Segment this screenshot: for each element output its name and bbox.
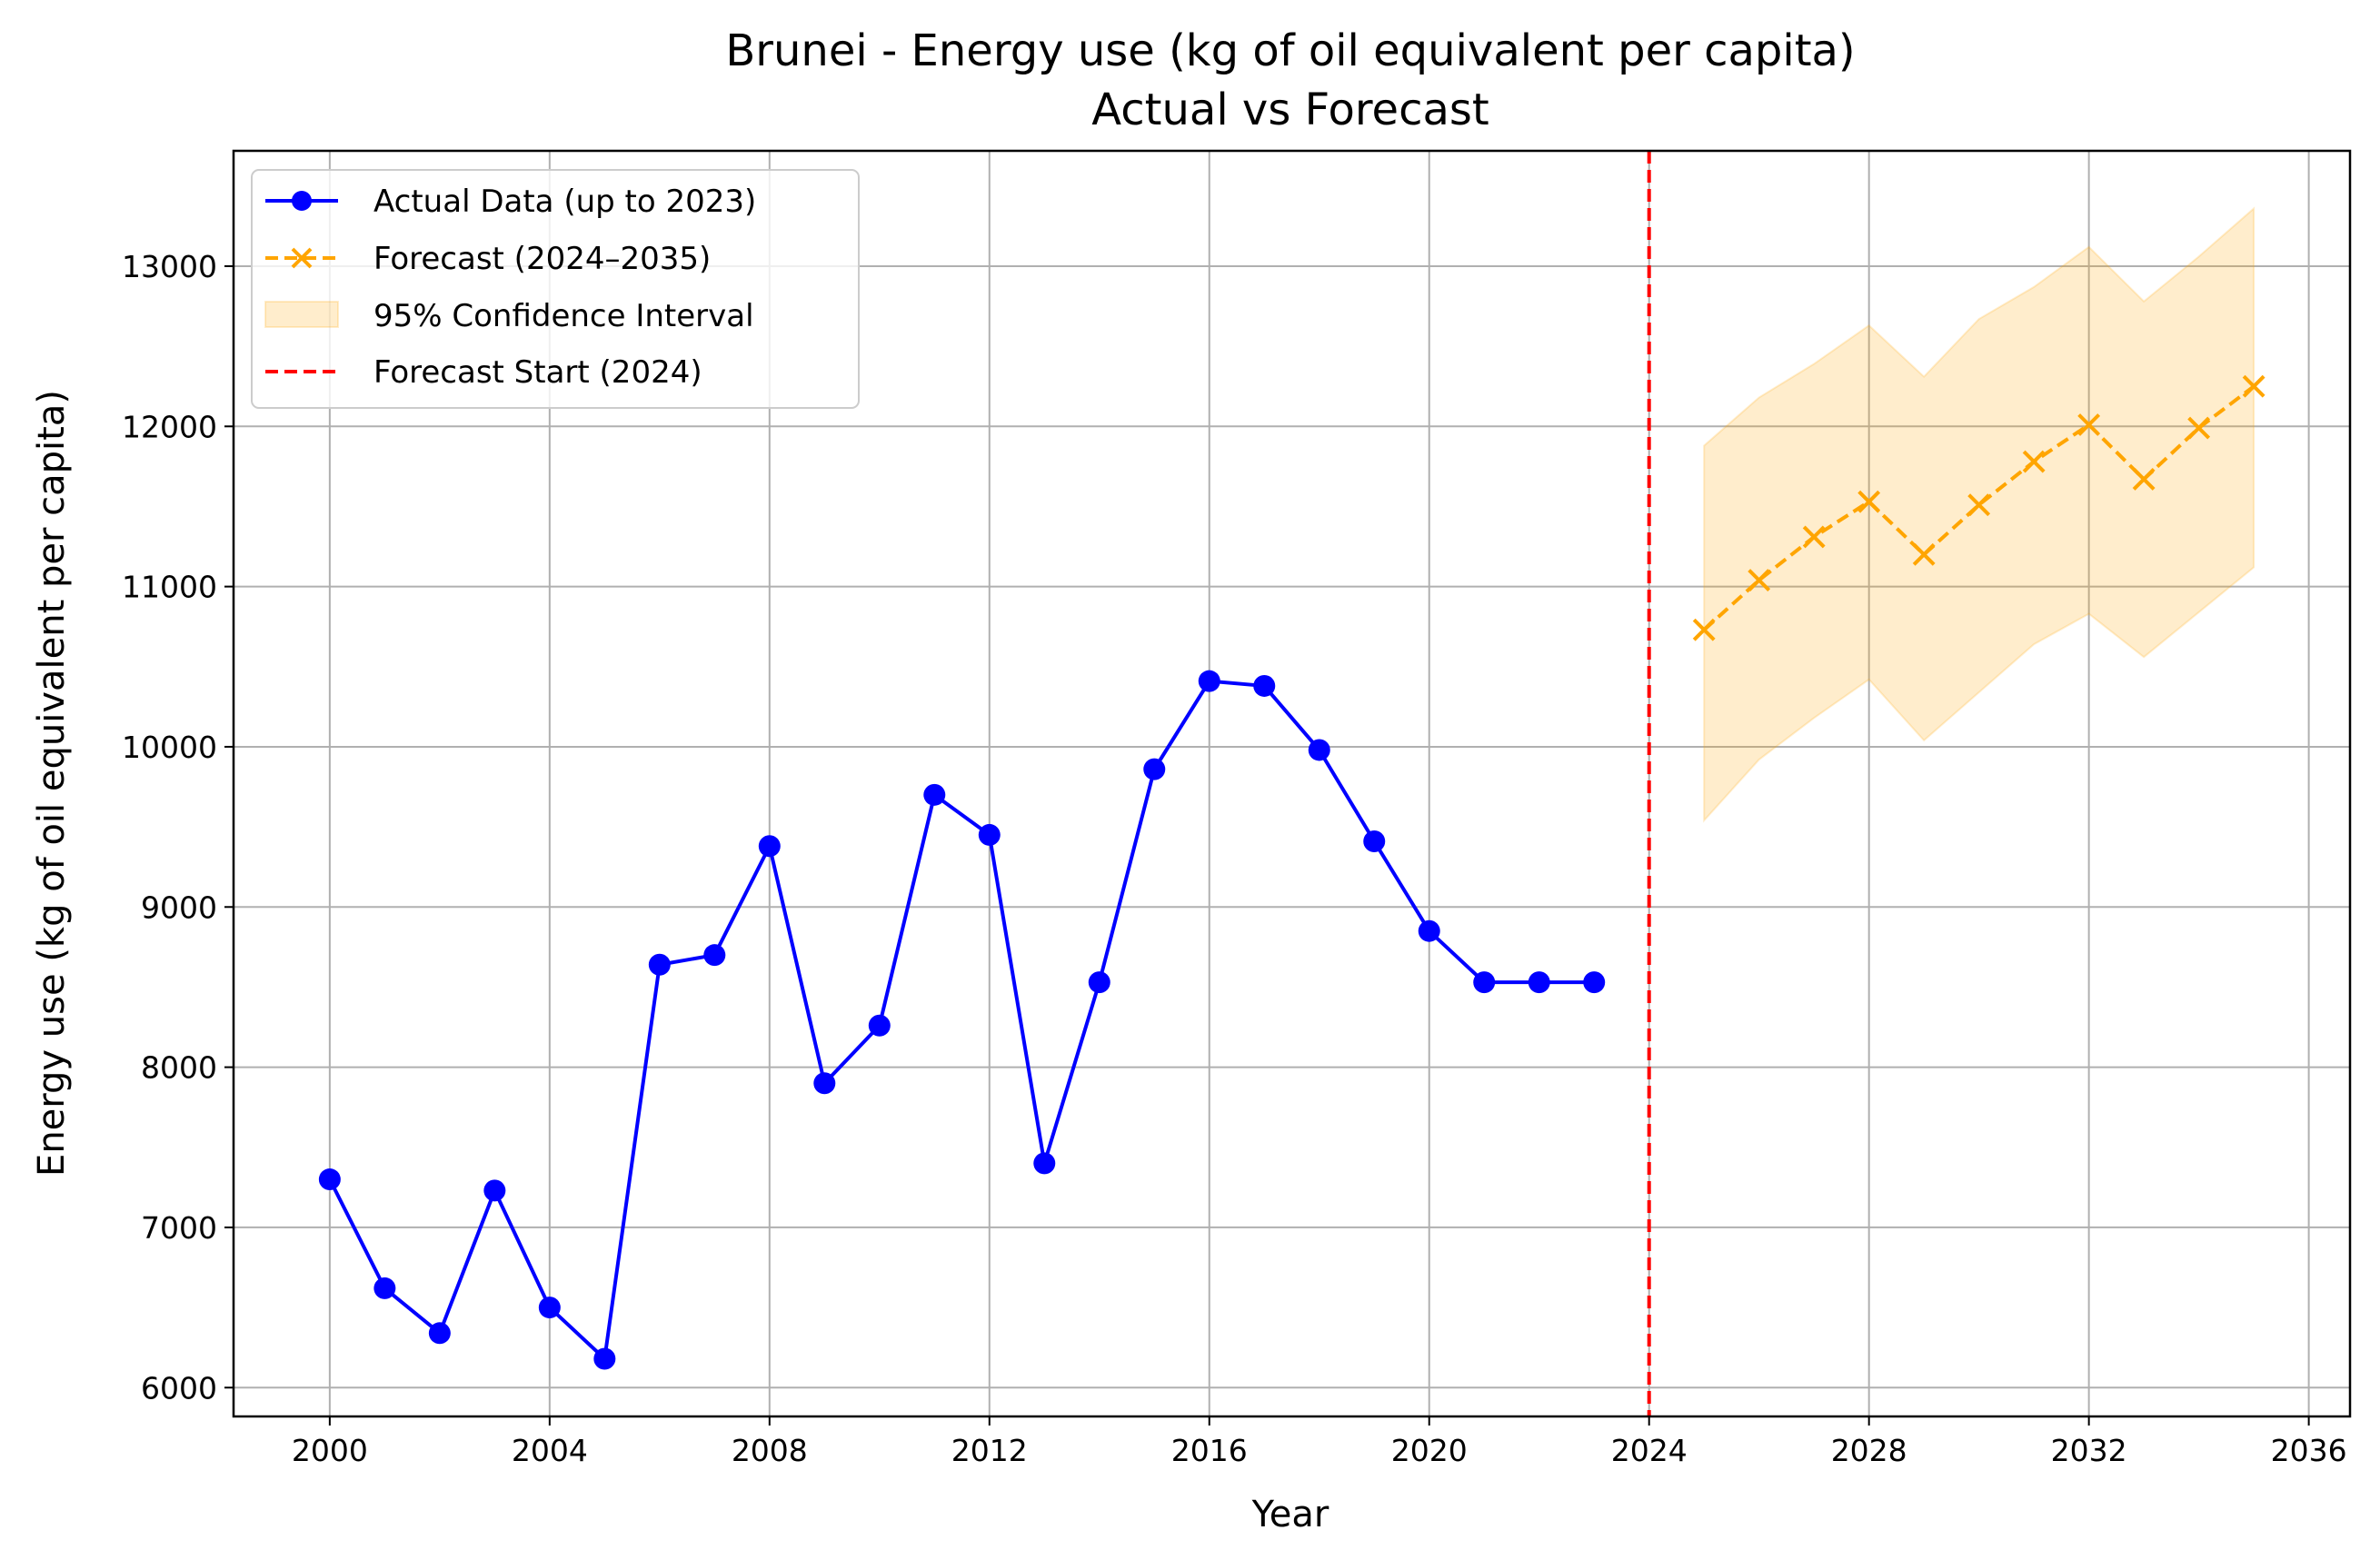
forecast-point	[1967, 493, 1991, 517]
legend-ci-swatch	[264, 301, 339, 328]
forecast-point	[2242, 374, 2265, 398]
legend-actual-label: Actual Data (up to 2023)	[373, 184, 756, 220]
actual-point	[1088, 971, 1110, 994]
actual-point	[978, 823, 1001, 846]
actual-point	[758, 835, 781, 858]
actual-point	[1418, 919, 1440, 942]
actual-point	[1528, 971, 1550, 994]
actual-point	[813, 1072, 836, 1095]
legend-vline-label: Forecast Start (2024)	[373, 354, 702, 391]
y-tick-label: 9000	[141, 889, 217, 925]
x-tick-label: 2016	[1171, 1433, 1248, 1468]
forecast-point	[2077, 413, 2101, 436]
actual-point	[923, 783, 946, 806]
forecast-point	[1692, 618, 1716, 641]
forecast-point	[1802, 525, 1826, 549]
actual-point	[428, 1322, 451, 1345]
y-tick-label: 6000	[141, 1370, 217, 1406]
legend-ci-label: 95% Confidence Interval	[373, 298, 754, 334]
actual-point	[318, 1168, 341, 1191]
forecast-point	[1748, 569, 1771, 591]
legend-forecast-marker	[291, 247, 313, 269]
series-lines	[318, 374, 2265, 1370]
actual-point	[1253, 674, 1276, 697]
actual-point	[1308, 739, 1330, 761]
x-tick-label: 2032	[2051, 1433, 2127, 1468]
confidence-interval-area	[1703, 206, 2256, 823]
actual-point	[1198, 670, 1220, 692]
x-tick-label: 2028	[1831, 1433, 1907, 1468]
actual-point	[483, 1179, 506, 1202]
x-tick-label: 2004	[512, 1433, 588, 1468]
actual-point	[648, 953, 671, 976]
actual-point	[703, 944, 726, 967]
actual-series-line	[328, 679, 1595, 1361]
forecast-point	[2132, 468, 2156, 491]
actual-point	[1473, 971, 1496, 994]
confidence-interval-band	[1703, 206, 2256, 823]
y-axis-label: Energy use (kg of oil equivalent per cap…	[31, 390, 73, 1177]
y-tick-label: 7000	[141, 1210, 217, 1246]
actual-point	[1363, 830, 1386, 852]
plot-frame	[232, 149, 2352, 1418]
forecast-point	[1857, 490, 1881, 513]
x-tick-label: 2012	[951, 1433, 1028, 1468]
y-tick-label: 10000	[122, 730, 217, 765]
legend-forecast-label: Forecast (2024–2035)	[373, 241, 711, 277]
y-tick-label: 8000	[141, 1050, 217, 1086]
y-tick-label: 11000	[122, 570, 217, 605]
forecast-point	[2022, 450, 2046, 473]
x-tick-label: 2036	[2271, 1433, 2347, 1468]
y-tick-label: 13000	[122, 249, 217, 284]
y-axis-ticks: 6000 7000 8000 9000 10000 11000 12000 13000	[122, 249, 234, 1406]
actual-point	[868, 1014, 891, 1037]
y-tick-label: 12000	[122, 409, 217, 444]
forecast-point	[2187, 416, 2211, 440]
actual-point	[373, 1277, 396, 1299]
actual-point	[1143, 758, 1166, 780]
forecast-point	[1912, 542, 1936, 566]
x-tick-label: 2020	[1391, 1433, 1468, 1468]
actual-point	[538, 1297, 561, 1319]
chart-title: Brunei - Energy use (kg of oil equivalen…	[725, 25, 1855, 76]
forecast-series-line	[1702, 384, 2256, 631]
legend-box	[251, 169, 860, 409]
actual-point	[593, 1347, 616, 1370]
actual-point	[1583, 971, 1606, 994]
legend-actual-marker	[292, 191, 312, 211]
actual-point	[1033, 1152, 1056, 1175]
x-tick-label: 2024	[1611, 1433, 1688, 1468]
x-tick-label: 2008	[732, 1433, 808, 1468]
x-axis-label: Year	[1251, 1494, 1329, 1535]
x-axis-ticks: 2000 2004 2008 2012 2016 2020 2024 2028 2032 2036	[292, 1416, 2347, 1468]
legend: Actual Data (up to 2023) Forecast (2024–…	[251, 169, 860, 409]
chart-subtitle: Actual vs Forecast	[1091, 84, 1489, 135]
x-tick-label: 2000	[292, 1433, 368, 1468]
